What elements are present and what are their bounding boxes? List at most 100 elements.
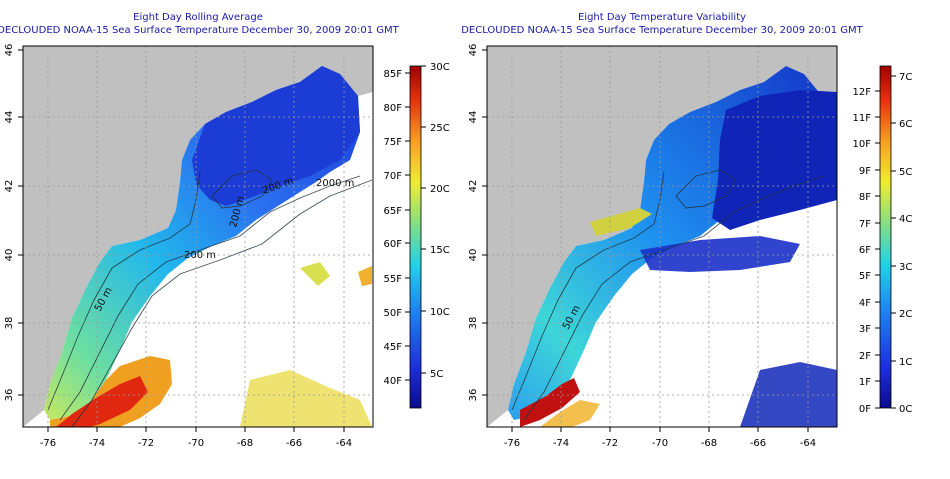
graticule [23,46,373,427]
panel-temperature-variability: Eight Day Temperature Variability DECLOU… [461,12,912,449]
colorbar-f-label: 2F [859,351,871,362]
colorbar-variability: 0F 1F 2F 3F 4F 5F 6F 7F 8F 9F 10F 11F 12… [853,65,912,415]
x-axis: -76 -74 -72 -70 -68 -66 -64 [40,427,352,449]
x-tick-label: -64 [800,438,816,449]
x-tick-label: -70 [188,438,204,449]
contour-label: 200 m [184,250,216,261]
x-tick-label: -66 [750,438,766,449]
map-frame [22,45,374,428]
isobath-50m [511,171,665,411]
colorbar-f-label: 1F [859,377,871,388]
gulf-stream-core [56,376,148,427]
high-variability-halo [540,400,600,427]
x-tick-label: -76 [504,438,520,449]
x-tick-label: -68 [701,438,717,449]
panel-title: Eight Day Temperature Variability [578,12,746,23]
y-tick-label: 36 [468,389,479,402]
offshore-patch [300,262,330,286]
isobath-200m [523,175,825,421]
low-variability-region [640,236,800,272]
colorbar-c-label: 2C [899,309,912,320]
colorbar-c-label: 20C [430,184,450,195]
colorbar-c-label: 6C [899,119,912,130]
colorbar-f-label: 4F [859,298,871,309]
colorbar-c-label: 0C [899,404,912,415]
x-tick-label: -70 [652,438,668,449]
x-tick-label: -68 [237,438,253,449]
colorbar-f-label: 65F [384,206,403,217]
y-tick-label: 42 [468,180,479,193]
colorbar-f-label: 11F [853,113,872,124]
x-tick-label: -64 [336,438,352,449]
panel-subtitle: DECLOUDED NOAA-15 Sea Surface Temperatur… [461,25,863,36]
colorbar-f-label: 12F [853,87,872,98]
panel-rolling-average: Eight Day Rolling Average DECLOUDED NOAA… [0,12,450,449]
x-tick-label: -66 [286,438,302,449]
colorbar-c-label: 5C [430,369,443,380]
y-tick-label: 44 [468,111,479,124]
colorbar-c-label: 15C [430,245,450,256]
graticule [487,46,837,427]
colorbar-f-label: 8F [859,192,871,203]
isobath-2000m [71,179,373,427]
colorbar-c-label: 3C [899,262,912,273]
y-tick-label: 46 [4,44,15,57]
colorbar-c-label: 1C [899,357,912,368]
colorbar-c-label: 5C [899,167,912,178]
colorbar-f-label: 7F [859,219,871,230]
map-temperature-variability: 50 m [487,46,837,427]
colorbar-c-label: 25C [430,123,450,134]
colorbar-f-label: 6F [859,245,871,256]
colorbar-c-labels: 5C 10C 15C 20C 25C 30C [421,62,450,380]
colorbar-f-label: 40F [384,376,403,387]
colorbar-f-label: 3F [859,324,871,335]
colorbar-f-label: 85F [384,69,403,80]
x-tick-label: -72 [602,438,618,449]
panel-subtitle: DECLOUDED NOAA-15 Sea Surface Temperatur… [0,25,400,36]
colorbar-c-label: 7C [899,72,912,83]
y-tick-label: 40 [468,249,479,262]
colorbar-f-label: 75F [384,137,403,148]
y-tick-label: 38 [468,317,479,330]
y-tick-label: 44 [4,111,15,124]
y-tick-label: 46 [468,44,479,57]
colorbar-f-label: 0F [859,404,871,415]
y-axis: 36 38 40 42 44 46 [468,44,487,402]
colorbar-f-labels: 0F 1F 2F 3F 4F 5F 6F 7F 8F 9F 10F 11F 12… [853,87,880,415]
colorbar-f-label: 60F [384,239,403,250]
colorbar-f-label: 80F [384,103,403,114]
colorbar-c-label: 10C [430,307,450,318]
y-tick-label: 40 [4,249,15,262]
colorbar-sst: 40F 45F 50F 55F 60F 65F 70F 75F 80F 85F … [384,62,450,409]
high-variability-core [520,378,580,427]
colorbar-ramp [409,65,422,409]
colorbar-f-label: 5F [859,271,871,282]
x-axis: -76 -74 -72 -70 -68 -66 -64 [504,427,816,449]
colorbar-c-label: 30C [430,62,450,73]
colorbar-f-label: 50F [384,308,403,319]
land-mass [23,46,373,427]
colorbar-ramp [879,65,892,409]
contour-label: 2000 m [316,178,354,189]
isobath-200m [59,175,361,421]
low-variability-region [740,362,837,427]
y-tick-label: 42 [4,180,15,193]
y-axis: 36 38 40 42 44 46 [4,44,23,402]
high-variability-streak [590,208,652,236]
x-tick-label: -74 [553,438,569,449]
x-tick-label: -72 [138,438,154,449]
y-tick-label: 36 [4,389,15,402]
panel-title: Eight Day Rolling Average [133,12,263,23]
gulf-of-maine [192,66,360,206]
colorbar-f-labels: 40F 45F 50F 55F 60F 65F 70F 75F 80F 85F [384,69,410,387]
x-tick-label: -74 [89,438,105,449]
low-variability-region [712,90,837,230]
isobath-gulf-of-maine [675,169,737,209]
colorbar-c-labels: 0C 1C 2C 3C 4C 5C 6C 7C [891,72,912,415]
colorbar-f-label: 45F [384,342,403,353]
map-frame [486,45,838,428]
map-rolling-average: 2000 m 200 m 200 m 200 m 50 m [23,46,373,427]
y-tick-label: 38 [4,317,15,330]
colorbar-f-label: 9F [859,166,871,177]
